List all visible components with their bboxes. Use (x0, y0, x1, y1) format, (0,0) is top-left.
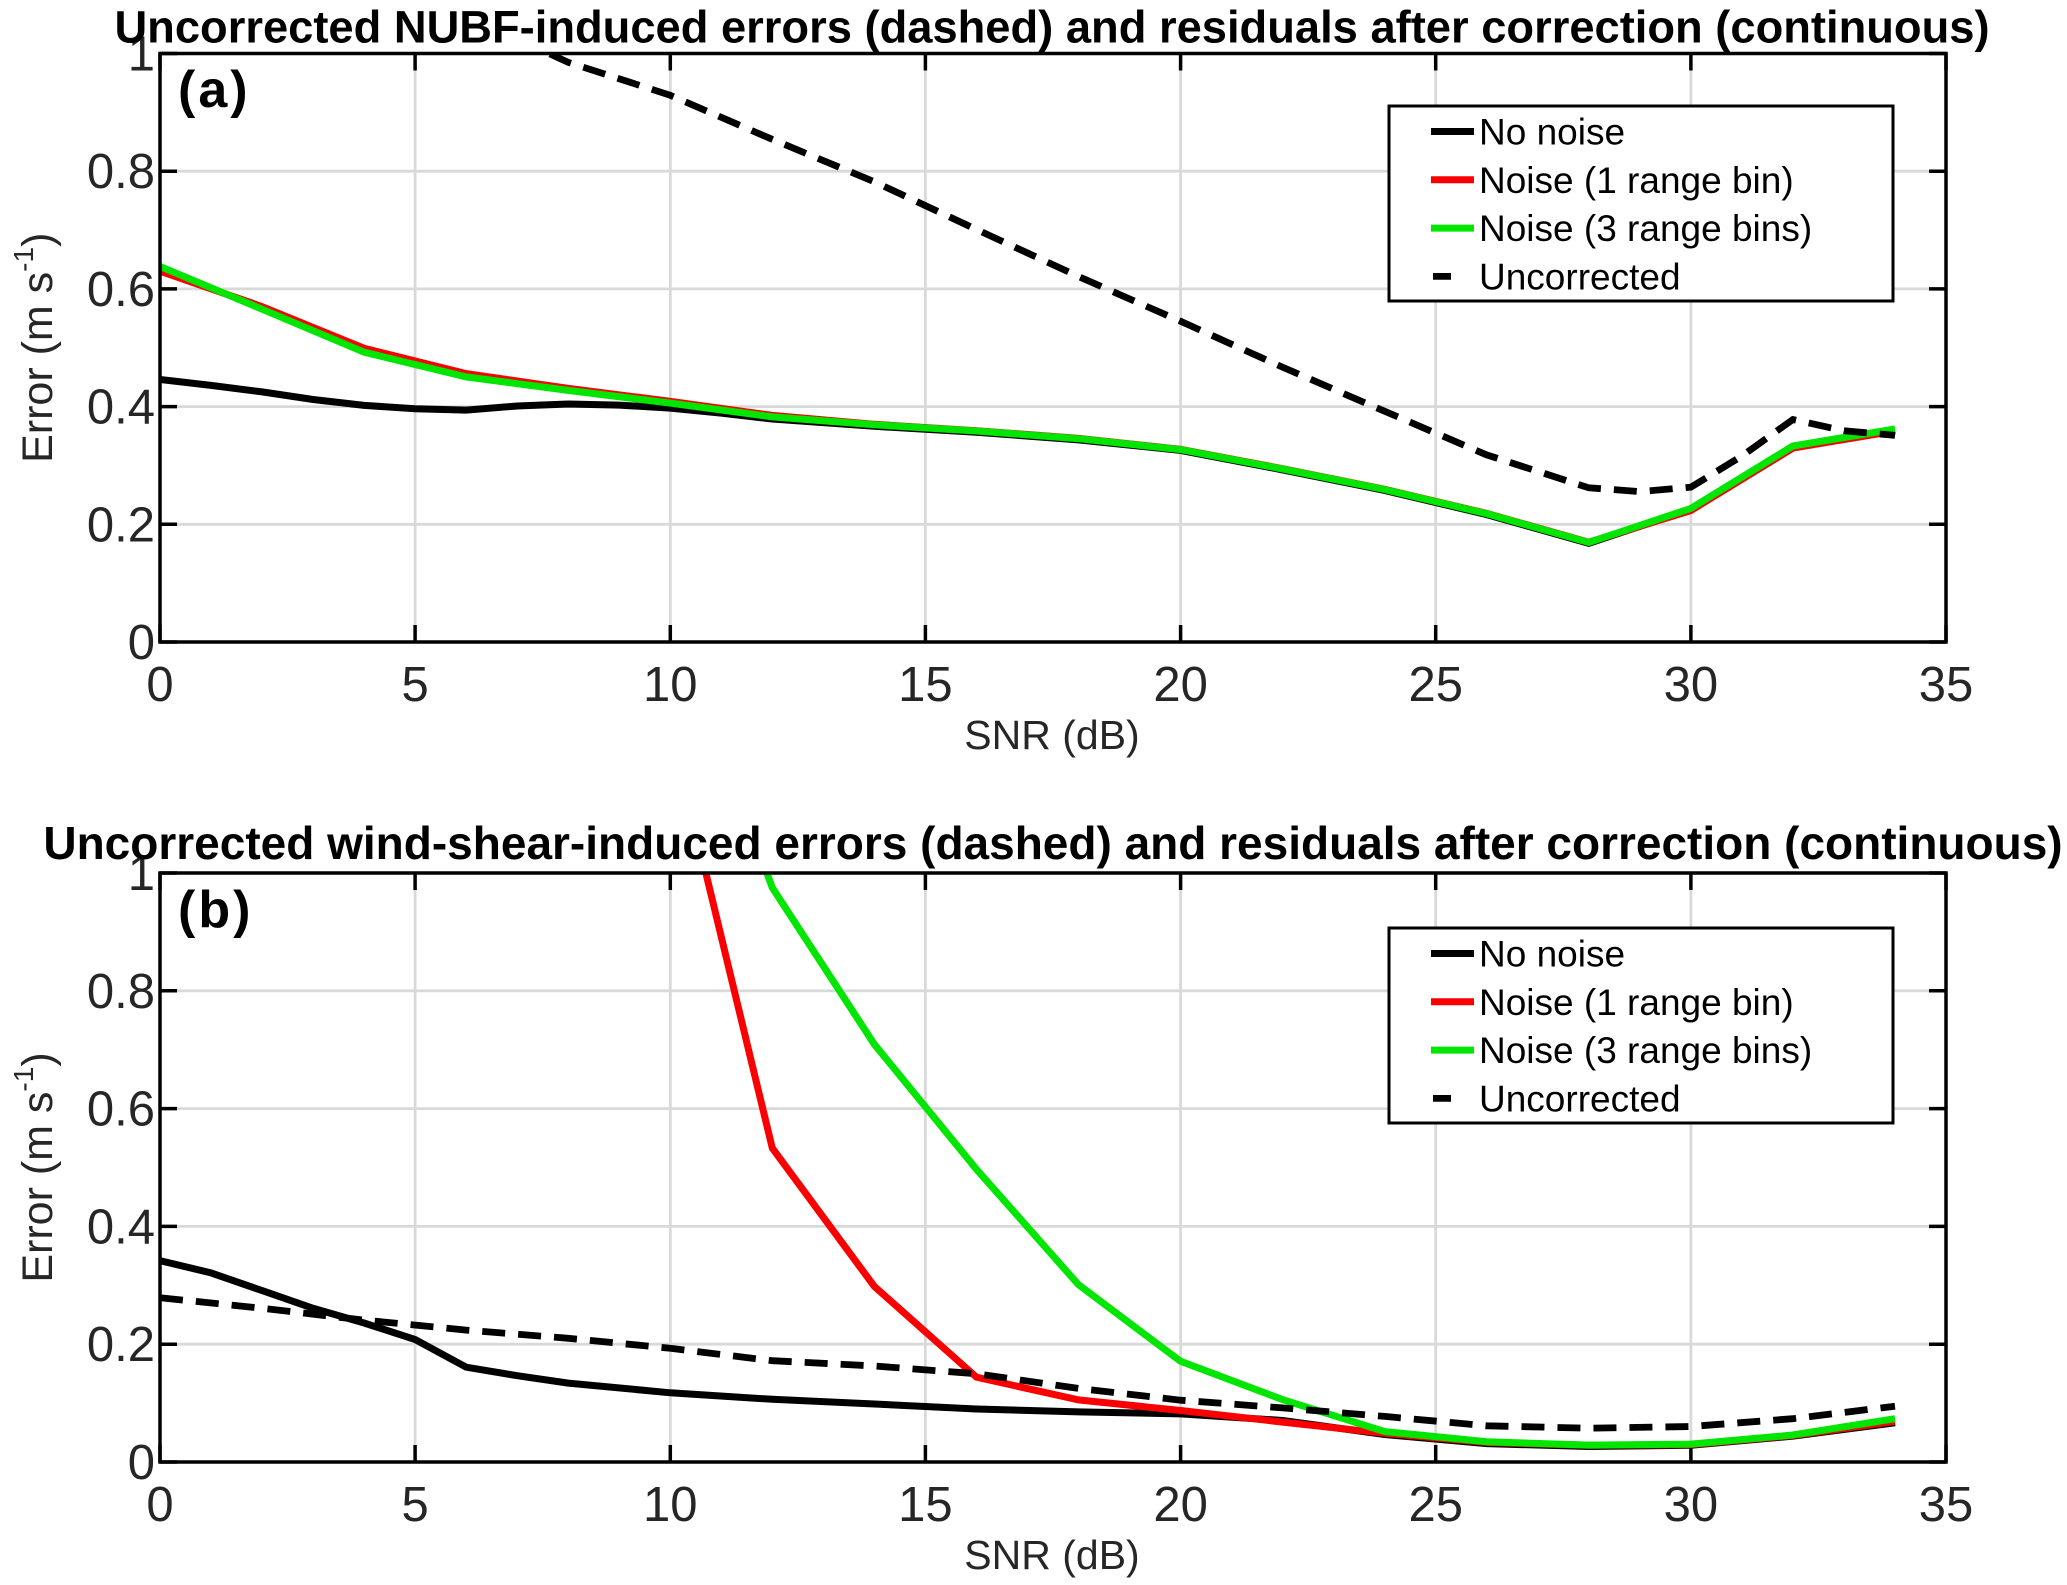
svg-text:20: 20 (1153, 1478, 1208, 1532)
svg-text:5: 5 (401, 658, 428, 712)
svg-text:0.2: 0.2 (87, 498, 155, 552)
svg-text:(b): (b) (178, 881, 253, 939)
svg-text:No noise: No noise (1479, 934, 1625, 975)
svg-text:10: 10 (643, 1478, 698, 1532)
svg-text:1: 1 (128, 847, 155, 901)
svg-text:20: 20 (1153, 658, 1208, 712)
svg-text:0.6: 0.6 (87, 263, 155, 317)
svg-text:10: 10 (643, 658, 698, 712)
svg-text:Noise (1 range bin): Noise (1 range bin) (1479, 982, 1794, 1023)
svg-text:No noise: No noise (1479, 112, 1625, 153)
svg-text:0: 0 (146, 658, 173, 712)
svg-text:Noise (1 range bin): Noise (1 range bin) (1479, 160, 1794, 201)
svg-text:SNR (dB): SNR (dB) (964, 712, 1139, 758)
svg-text:25: 25 (1408, 1478, 1463, 1532)
svg-text:1: 1 (128, 28, 155, 82)
svg-text:35: 35 (1919, 658, 1974, 712)
svg-text:30: 30 (1664, 1478, 1719, 1532)
svg-text:Uncorrected: Uncorrected (1479, 256, 1681, 297)
svg-text:Noise (3 range bins): Noise (3 range bins) (1479, 1030, 1812, 1071)
svg-text:15: 15 (898, 658, 953, 712)
svg-text:0.4: 0.4 (87, 1200, 155, 1254)
svg-text:Uncorrected NUBF-induced error: Uncorrected NUBF-induced errors (dashed)… (114, 2, 1989, 53)
svg-text:15: 15 (898, 1478, 953, 1532)
svg-text:0.8: 0.8 (87, 145, 155, 199)
svg-text:0.6: 0.6 (87, 1083, 155, 1137)
svg-text:0: 0 (128, 616, 155, 670)
svg-text:0.4: 0.4 (87, 381, 155, 435)
svg-text:SNR (dB): SNR (dB) (964, 1532, 1139, 1578)
svg-text:5: 5 (401, 1478, 428, 1532)
svg-text:0.8: 0.8 (87, 965, 155, 1019)
svg-text:Noise (3 range bins): Noise (3 range bins) (1479, 208, 1812, 249)
svg-text:0.2: 0.2 (87, 1318, 155, 1372)
svg-text:35: 35 (1919, 1478, 1974, 1532)
svg-text:25: 25 (1408, 658, 1463, 712)
svg-text:(a): (a) (178, 61, 251, 119)
svg-text:0: 0 (128, 1436, 155, 1490)
svg-text:Uncorrected wind-shear-induced: Uncorrected wind-shear-induced errors (d… (43, 817, 2062, 869)
svg-text:0: 0 (146, 1478, 173, 1532)
svg-text:Uncorrected: Uncorrected (1479, 1078, 1681, 1119)
svg-text:30: 30 (1664, 658, 1719, 712)
